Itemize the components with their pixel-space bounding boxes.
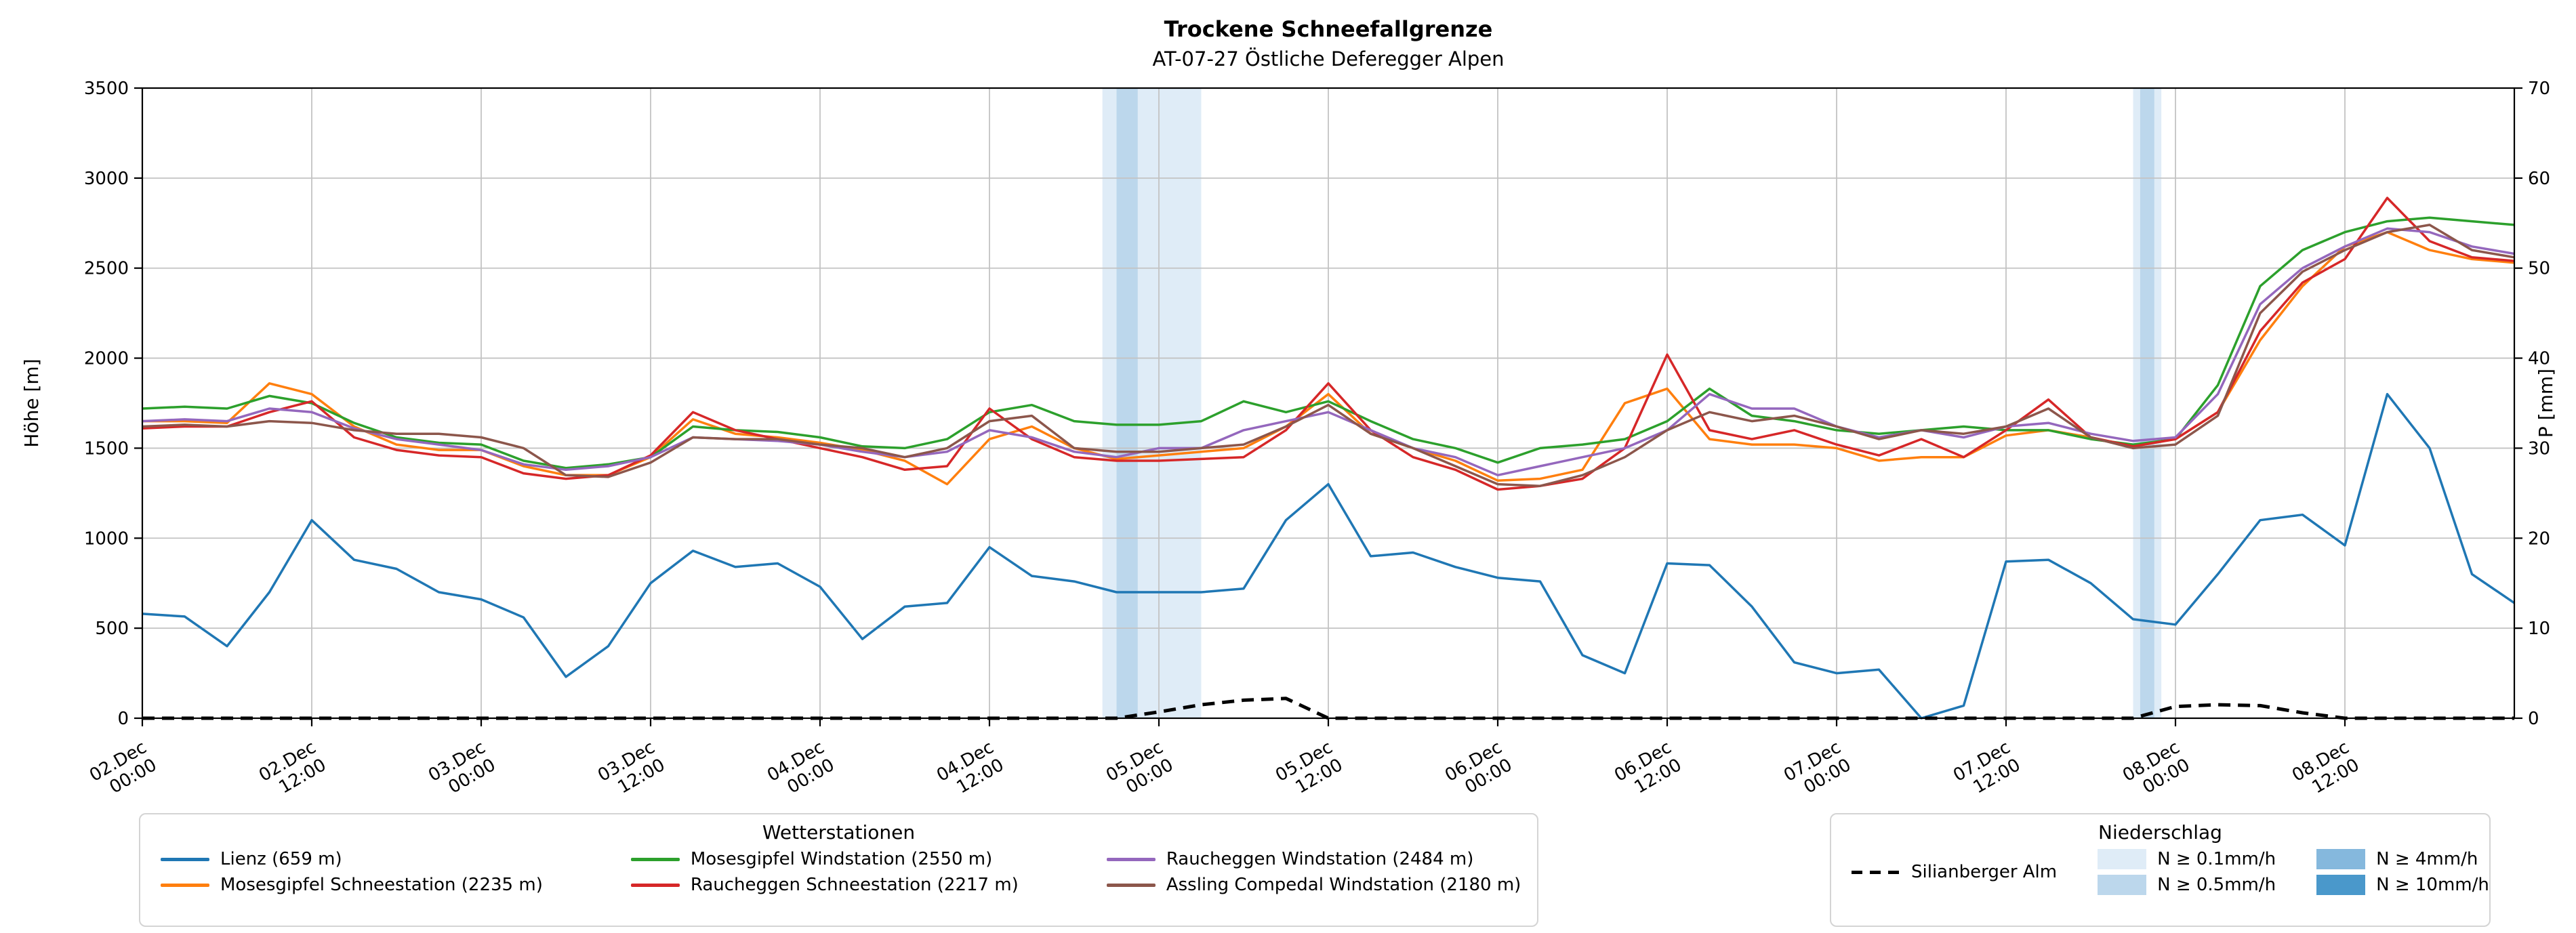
y-tick-label-right: 50 <box>2528 259 2550 279</box>
x-tick-label: 08.Dec12:00 <box>2289 737 2363 804</box>
x-tick-label: 05.Dec12:00 <box>1272 737 1346 804</box>
x-tick-label: 07.Dec12:00 <box>1950 737 2024 804</box>
legend-item-assling-compedal-windstation: Assling Compedal Windstation (2180 m) <box>1106 875 1521 895</box>
legend-item-mosesgipfel-windstation: Mosesgipfel Windstation (2550 m) <box>630 849 1019 869</box>
y-tick-label-right: 20 <box>2528 528 2550 549</box>
legend-item-n-0-5: N ≥ 0.5mm/h <box>2098 875 2276 895</box>
line-swatch <box>1106 883 1156 887</box>
y-tick-label-left: 0 <box>117 709 129 729</box>
x-tick-label: 04.Dec12:00 <box>933 737 1007 804</box>
legend-item-label: Raucheggen Schneestation (2217 m) <box>690 875 1019 895</box>
chart-subtitle: AT-07-27 Östliche Deferegger Alpen <box>1152 47 1505 70</box>
legend-item-n-10: N ≥ 10mm/h <box>2316 875 2489 895</box>
legend-item-label: Mosesgipfel Schneestation (2235 m) <box>220 875 543 895</box>
legend-item-label: N ≥ 0.1mm/h <box>2157 849 2276 869</box>
patch-swatch <box>2098 849 2147 869</box>
legend-item-label: N ≥ 4mm/h <box>2376 849 2478 869</box>
y-tick-label-right: 60 <box>2528 169 2550 189</box>
x-tick-label: 07.Dec00:00 <box>1780 737 1854 804</box>
legend-item-n-4: N ≥ 4mm/h <box>2316 849 2489 869</box>
legend-item-label: N ≥ 0.5mm/h <box>2157 875 2276 895</box>
y-tick-label-left: 2500 <box>84 259 129 279</box>
x-tick-label: 03.Dec12:00 <box>594 737 668 804</box>
y-tick-label-left: 500 <box>95 619 129 639</box>
y-tick-label-left: 1000 <box>84 528 129 549</box>
legend-item-label: Silianberger Alm <box>1911 862 2058 882</box>
legend-item-mosesgipfel-schneestation: Mosesgipfel Schneestation (2235 m) <box>161 875 543 895</box>
legend-item-lienz: Lienz (659 m) <box>161 849 543 869</box>
y-tick-label-right: 30 <box>2528 438 2550 459</box>
precip-legend-items: Silianberger Alm N ≥ 0.1mm/h N ≥ 0.5mm/h… <box>1852 849 2489 895</box>
patch-swatch <box>2098 875 2147 895</box>
precip-legend: Niederschlag Silianberger Alm N ≥ 0.1mm/… <box>1830 813 2491 927</box>
y-tick-label-left: 3000 <box>84 169 129 189</box>
legend-item-label: N ≥ 10mm/h <box>2376 875 2489 895</box>
x-tick-label: 04.Dec00:00 <box>764 737 838 804</box>
x-tick-label: 05.Dec00:00 <box>1103 737 1177 804</box>
legend-item-label: Mosesgipfel Windstation (2550 m) <box>690 849 993 869</box>
series-line-4 <box>142 227 2515 477</box>
x-tick-label: 06.Dec12:00 <box>1611 737 1685 804</box>
y-tick-label-left: 1500 <box>84 438 129 459</box>
x-tick-label: 06.Dec00:00 <box>1442 737 1515 804</box>
line-swatch <box>630 883 680 887</box>
series-line-0 <box>142 392 2515 720</box>
y-tick-label-left: 2000 <box>84 349 129 369</box>
legend-item-silianberger-alm: Silianberger Alm <box>1852 862 2057 882</box>
series-line-5 <box>142 224 2515 487</box>
precip-band <box>1116 88 1138 718</box>
y-tick-label-right: 40 <box>2528 349 2550 369</box>
x-tick-label: 08.Dec00:00 <box>2119 737 2193 804</box>
y-axis-label-right: P [mm] <box>2535 369 2557 438</box>
chart-title: Trockene Schneefallgrenze <box>1164 16 1493 42</box>
patch-swatch <box>2316 849 2366 869</box>
legend-item-raucheggen-schneestation: Raucheggen Schneestation (2217 m) <box>630 875 1019 895</box>
legend-item-n-0-1: N ≥ 0.1mm/h <box>2098 849 2276 869</box>
line-swatch <box>161 883 209 887</box>
x-tick-label: 02.Dec12:00 <box>255 737 329 804</box>
x-tick-label: 03.Dec00:00 <box>425 737 499 804</box>
y-tick-label-right: 10 <box>2528 619 2550 639</box>
stations-legend: Wetterstationen Lienz (659 m) Mosesgipfe… <box>139 813 1538 927</box>
y-tick-label-right: 70 <box>2528 79 2550 99</box>
dashed-line-swatch <box>1852 870 1900 874</box>
legend-item-label: Lienz (659 m) <box>220 849 342 869</box>
y-tick-label-left: 3500 <box>84 79 129 99</box>
legend-item-label: Assling Compedal Windstation (2180 m) <box>1166 875 1521 895</box>
legend-item-raucheggen-windstation: Raucheggen Windstation (2484 m) <box>1106 849 1521 869</box>
stations-legend-items: Lienz (659 m) Mosesgipfel Schneestation … <box>161 849 1521 895</box>
line-swatch <box>630 857 680 861</box>
patch-swatch <box>2316 875 2366 895</box>
stations-legend-title: Wetterstationen <box>762 821 916 844</box>
line-swatch <box>1106 857 1156 861</box>
precip-band <box>2140 88 2154 718</box>
precip-legend-title: Niederschlag <box>2098 821 2222 844</box>
line-swatch <box>161 857 209 861</box>
x-tick-label: 02.Dec00:00 <box>86 737 160 804</box>
y-axis-label-left: Höhe [m] <box>20 358 43 447</box>
legend-item-label: Raucheggen Windstation (2484 m) <box>1166 849 1474 869</box>
y-tick-label-right: 0 <box>2528 709 2539 729</box>
